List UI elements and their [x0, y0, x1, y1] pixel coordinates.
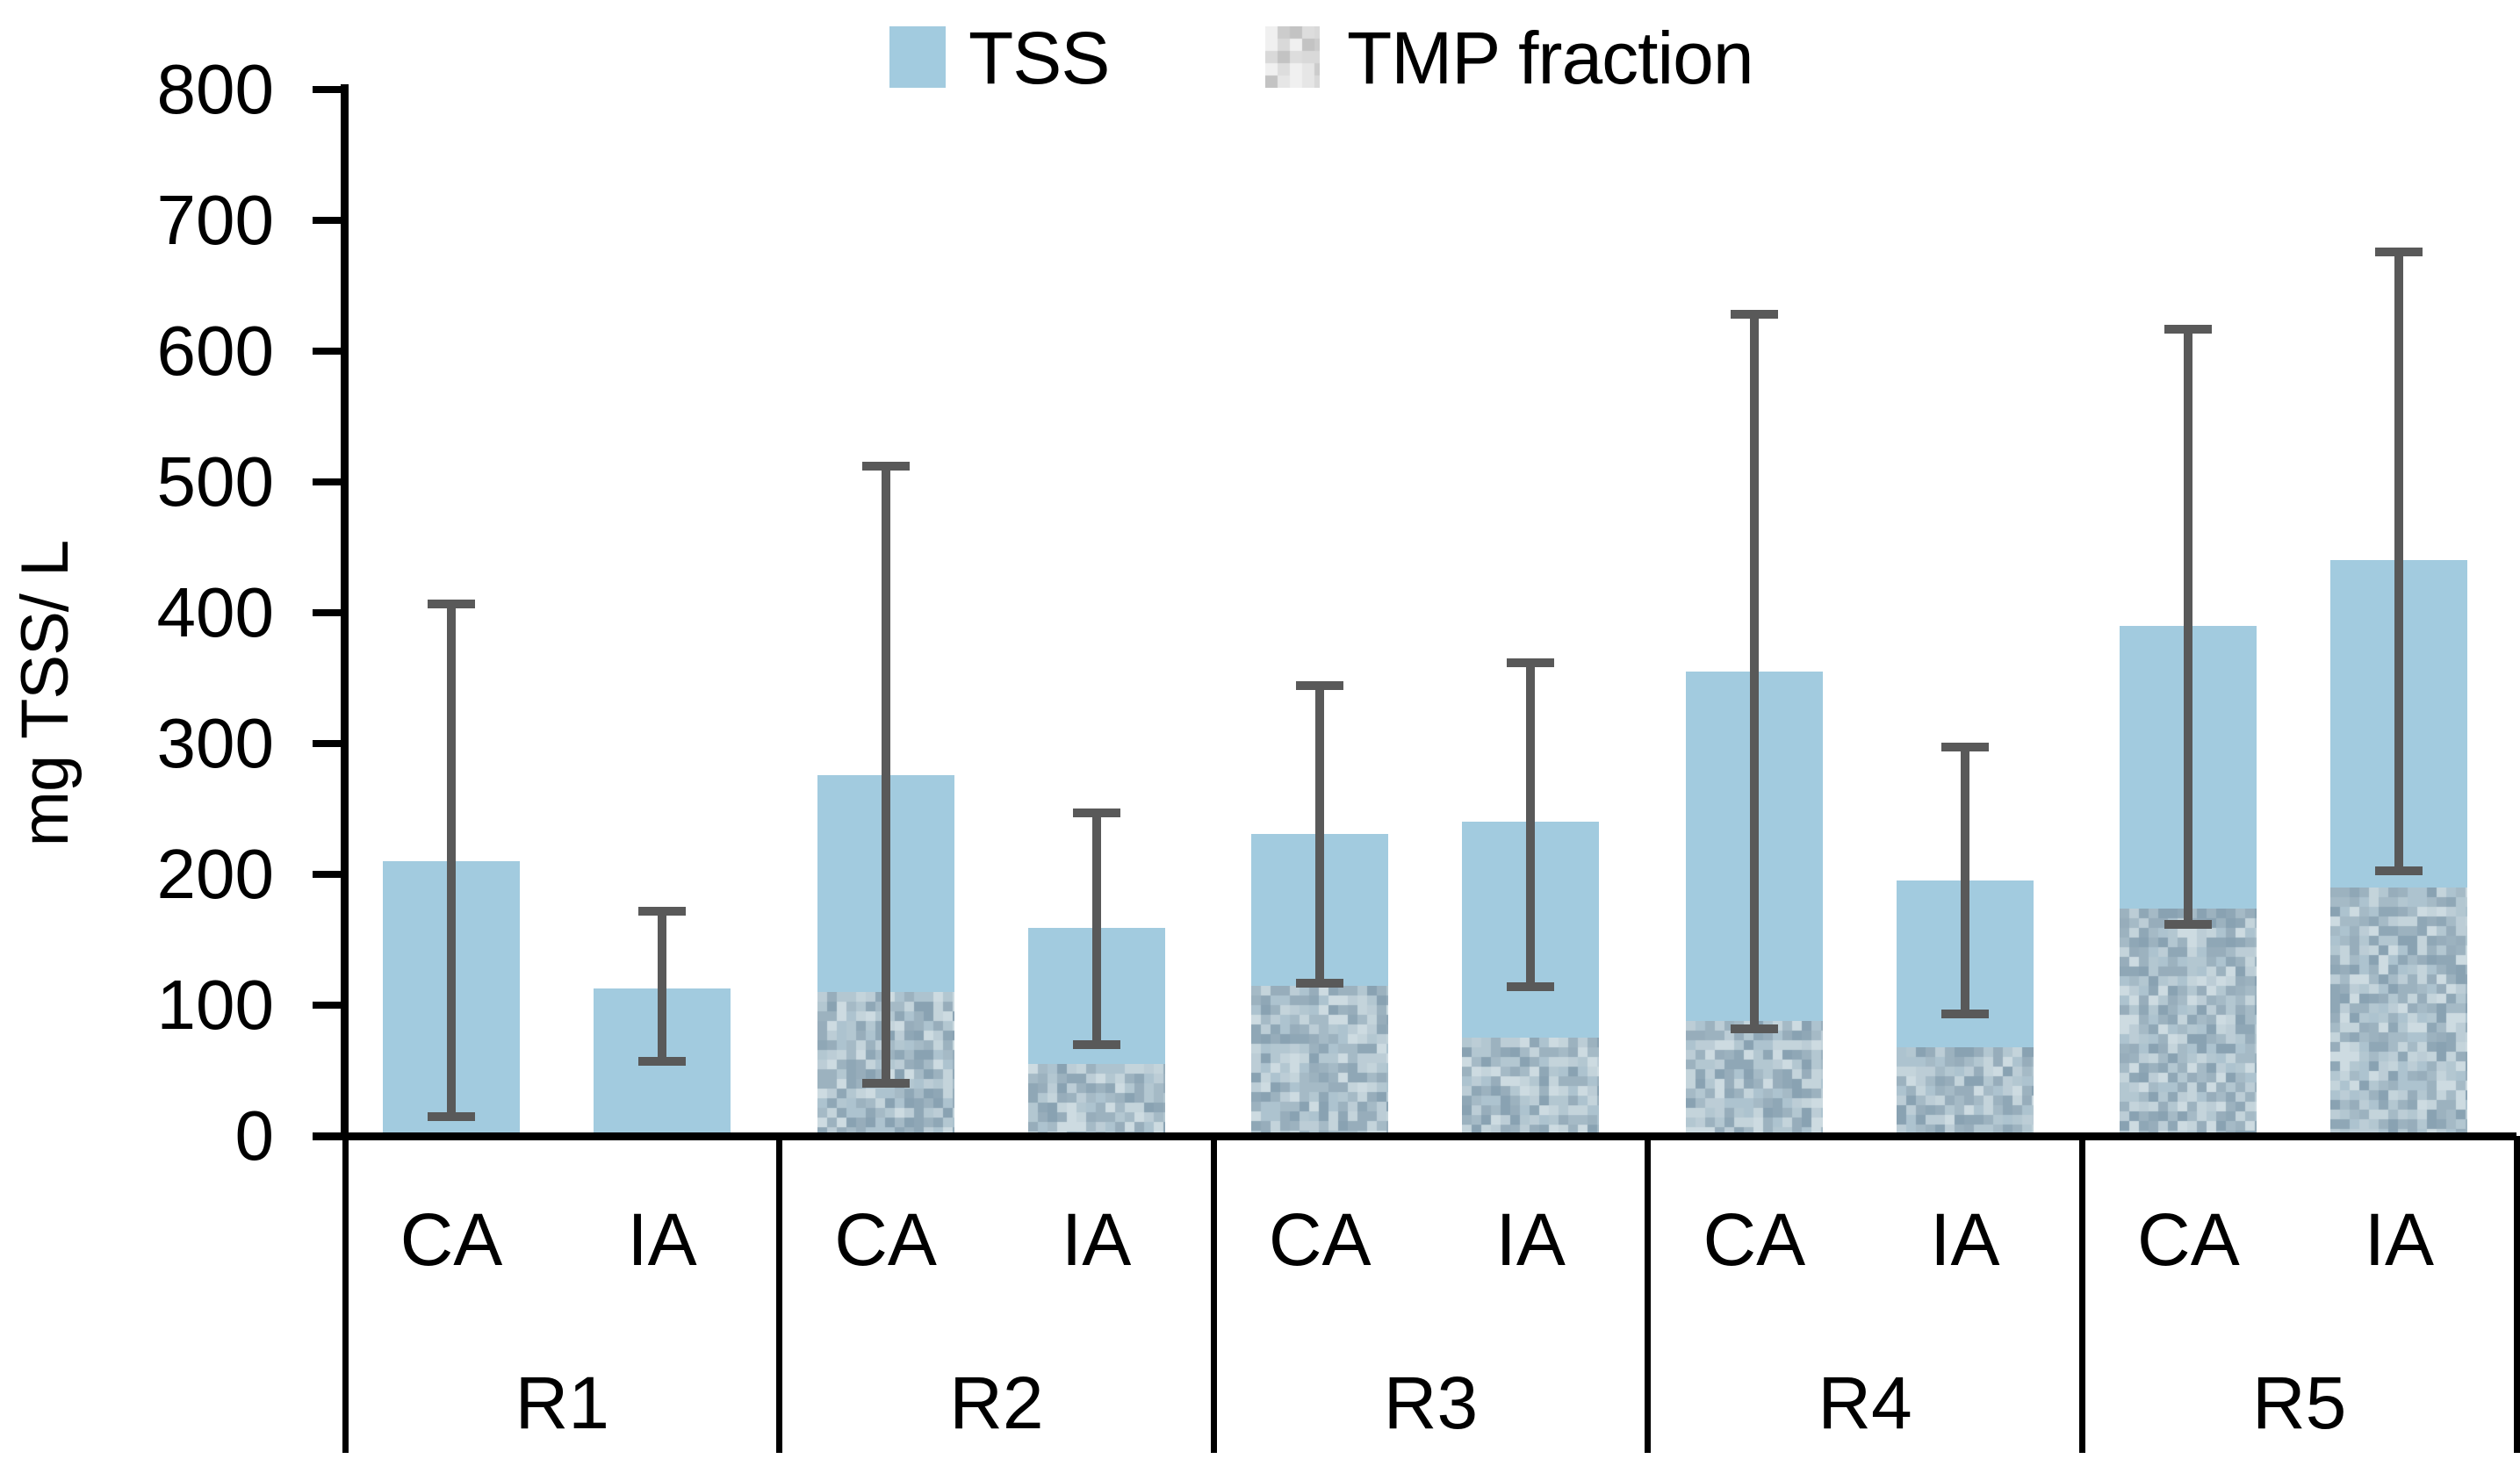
error-bar-cap-high-R5-CA [2164, 324, 2213, 334]
legend-label-tss: TSS [968, 17, 1110, 99]
error-bar-cap-low-R1-CA [428, 1111, 475, 1121]
error-bar-cap-high-R1-IA [638, 906, 686, 916]
error-bar-R3-CA [1315, 686, 1325, 983]
bar-R2-IA-tmp-fraction [1027, 1064, 1165, 1139]
legend-swatch-tmp-fraction [1265, 26, 1320, 88]
group-label-R1: R1 [515, 1362, 609, 1444]
error-bar-cap-high-R3-CA [1296, 681, 1344, 691]
error-bar-R4-CA [1749, 314, 1759, 1029]
error-bar-cap-high-R1-CA [428, 599, 475, 608]
error-bar-cap-low-R5-CA [2164, 919, 2213, 929]
error-bar-cap-high-R2-IA [1072, 808, 1120, 817]
y-tick-200 [313, 871, 348, 878]
x-label-R4-IA: IA [1930, 1198, 2000, 1281]
error-bar-cap-high-R3-IA [1507, 658, 1555, 667]
x-label-R5-IA: IA [2364, 1198, 2435, 1281]
y-tick-500 [313, 478, 348, 485]
y-tick-label-100: 100 [156, 966, 274, 1044]
x-label-R3-CA: CA [1268, 1198, 1372, 1281]
error-bar-cap-high-R5-IA [2375, 247, 2423, 256]
bar-R5-IA-tmp-fraction [2330, 887, 2468, 1139]
x-label-R1-CA: CA [400, 1198, 503, 1281]
error-bar-R5-IA [2394, 251, 2404, 871]
y-tick-label-700: 700 [156, 181, 274, 259]
error-bar-R3-IA [1526, 662, 1536, 988]
y-tick-700 [313, 217, 348, 224]
group-label-R5: R5 [2251, 1362, 2347, 1444]
error-bar-cap-low-R2-CA [861, 1079, 910, 1089]
error-bar-cap-low-R4-IA [1940, 1010, 1989, 1019]
y-tick-100 [313, 1002, 348, 1009]
y-tick-label-0: 0 [234, 1096, 275, 1175]
error-bar-cap-low-R3-IA [1507, 982, 1555, 992]
y-tick-label-600: 600 [156, 312, 274, 390]
error-bar-cap-low-R2-IA [1072, 1039, 1120, 1049]
x-table-divider-2 [1210, 1136, 1217, 1453]
group-label-R3: R3 [1383, 1362, 1479, 1444]
bar-R5-CA-tmp-fraction [2120, 908, 2257, 1139]
x-label-R5-CA: CA [2137, 1198, 2240, 1281]
y-tick-400 [313, 609, 348, 616]
y-tick-label-300: 300 [156, 704, 274, 782]
y-tick-800 [313, 86, 348, 93]
x-axis-line [313, 1132, 2516, 1140]
y-axis-title: mg TSS/ L [8, 540, 83, 847]
x-label-R1-IA: IA [627, 1198, 697, 1281]
error-bar-R5-CA [2184, 328, 2193, 924]
error-bar-cap-low-R1-IA [638, 1057, 686, 1067]
error-bar-cap-high-R4-CA [1730, 310, 1778, 320]
x-label-R3-IA: IA [1495, 1198, 1566, 1281]
x-table-divider-4 [2078, 1136, 2085, 1453]
x-table-divider-3 [1645, 1136, 1652, 1453]
y-tick-600 [313, 348, 348, 355]
bar-R4-IA-tmp-fraction [1896, 1046, 2034, 1139]
error-bar-cap-low-R5-IA [2375, 866, 2423, 875]
x-table-divider-5 [2513, 1136, 2520, 1453]
error-bar-R1-IA [658, 910, 666, 1062]
y-tick-0 [313, 1132, 348, 1139]
error-bar-R2-IA [1091, 812, 1101, 1045]
y-tick-label-800: 800 [156, 50, 274, 128]
legend-swatch-tss [889, 26, 946, 88]
x-label-R2-CA: CA [834, 1198, 937, 1281]
x-table-divider-0 [342, 1136, 349, 1453]
bar-R3-CA-tmp-fraction [1251, 985, 1389, 1139]
bar-R3-IA-tmp-fraction [1462, 1038, 1600, 1139]
bar-R4-CA-tmp-fraction [1685, 1020, 1823, 1139]
error-bar-R1-CA [447, 603, 456, 1117]
error-bar-R2-CA [881, 466, 890, 1084]
legend-label-tmp-fraction: TMP fraction [1347, 17, 1754, 99]
y-tick-300 [313, 740, 348, 747]
error-bar-cap-low-R4-CA [1730, 1024, 1778, 1033]
y-tick-label-200: 200 [156, 835, 274, 913]
error-bar-cap-high-R4-IA [1940, 743, 1989, 752]
x-label-R2-IA: IA [1061, 1198, 1132, 1281]
y-tick-label-500: 500 [156, 442, 274, 521]
error-bar-R4-IA [1960, 747, 1969, 1015]
x-table-divider-1 [776, 1136, 783, 1453]
x-label-R4-CA: CA [1703, 1198, 1806, 1281]
error-bar-cap-low-R3-CA [1296, 978, 1344, 988]
y-tick-label-400: 400 [156, 573, 274, 651]
group-label-R4: R4 [1818, 1362, 1912, 1444]
group-label-R2: R2 [949, 1362, 1044, 1444]
error-bar-cap-high-R2-CA [861, 462, 910, 471]
